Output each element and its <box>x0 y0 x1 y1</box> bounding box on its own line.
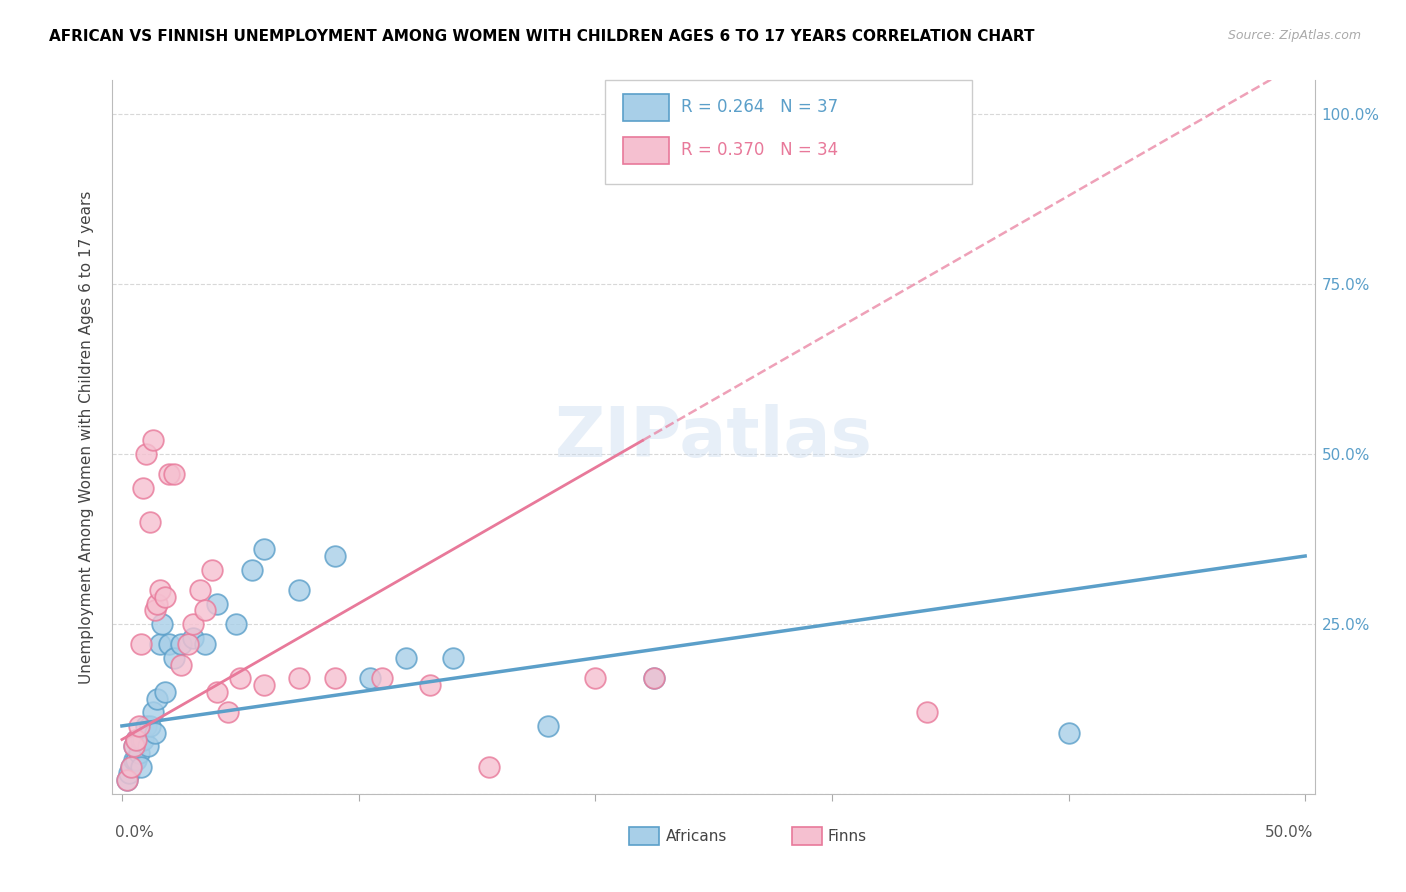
Bar <box>792 828 821 846</box>
Point <box>115 773 138 788</box>
Bar <box>630 828 659 846</box>
Point <box>146 691 169 706</box>
Point <box>115 773 138 788</box>
Point <box>371 671 394 685</box>
Point <box>142 434 165 448</box>
Point <box>240 563 263 577</box>
Point <box>323 671 346 685</box>
Text: Africans: Africans <box>665 830 727 844</box>
Point <box>146 597 169 611</box>
Point <box>157 637 180 651</box>
Point <box>181 631 204 645</box>
Point <box>129 732 152 747</box>
Point <box>143 603 166 617</box>
Point <box>142 706 165 720</box>
Text: 50.0%: 50.0% <box>1265 825 1313 840</box>
Point <box>253 542 276 557</box>
Point <box>153 590 176 604</box>
Point <box>177 637 200 651</box>
Point <box>1057 725 1080 739</box>
Point <box>194 603 217 617</box>
Point <box>194 637 217 651</box>
Point <box>163 467 186 482</box>
Point <box>288 582 311 597</box>
Point <box>170 637 193 651</box>
Point <box>323 549 346 563</box>
Point <box>229 671 252 685</box>
Point <box>136 739 159 754</box>
Point <box>135 719 157 733</box>
Point <box>125 732 148 747</box>
Bar <box>623 94 669 121</box>
Text: 0.0%: 0.0% <box>115 825 155 840</box>
Point <box>118 766 141 780</box>
Point <box>139 719 162 733</box>
Point <box>288 671 311 685</box>
Point <box>253 678 276 692</box>
Point <box>359 671 381 685</box>
Point <box>441 651 464 665</box>
Point <box>188 582 211 597</box>
Point <box>139 515 162 529</box>
Point <box>153 685 176 699</box>
Point <box>915 706 938 720</box>
Point <box>395 651 418 665</box>
Point <box>537 719 560 733</box>
Point <box>125 732 148 747</box>
Point <box>125 753 148 767</box>
Point <box>129 760 152 774</box>
Point <box>643 671 665 685</box>
Point <box>132 481 155 495</box>
Point <box>583 671 606 685</box>
Point <box>122 753 145 767</box>
Point <box>163 651 186 665</box>
Bar <box>623 136 669 164</box>
Point <box>478 760 501 774</box>
Point <box>122 739 145 754</box>
Point <box>120 760 142 774</box>
Text: Source: ZipAtlas.com: Source: ZipAtlas.com <box>1227 29 1361 42</box>
Point <box>128 719 150 733</box>
Point <box>201 563 224 577</box>
Point <box>643 671 665 685</box>
Text: ZIPatlas: ZIPatlas <box>554 403 873 471</box>
Point <box>217 706 239 720</box>
FancyBboxPatch shape <box>606 80 972 184</box>
Text: R = 0.370   N = 34: R = 0.370 N = 34 <box>681 141 838 159</box>
Point <box>205 685 228 699</box>
Point <box>135 447 157 461</box>
Text: AFRICAN VS FINNISH UNEMPLOYMENT AMONG WOMEN WITH CHILDREN AGES 6 TO 17 YEARS COR: AFRICAN VS FINNISH UNEMPLOYMENT AMONG WO… <box>49 29 1035 44</box>
Point <box>150 617 173 632</box>
Point <box>157 467 180 482</box>
Point <box>128 746 150 760</box>
Point <box>170 657 193 672</box>
Point <box>129 637 152 651</box>
Text: R = 0.264   N = 37: R = 0.264 N = 37 <box>681 98 838 116</box>
Y-axis label: Unemployment Among Women with Children Ages 6 to 17 years: Unemployment Among Women with Children A… <box>79 190 94 684</box>
Point <box>120 760 142 774</box>
Point <box>181 617 204 632</box>
Text: Finns: Finns <box>828 830 868 844</box>
Point <box>132 732 155 747</box>
Point <box>149 637 172 651</box>
Point <box>149 582 172 597</box>
Point <box>205 597 228 611</box>
Point <box>419 678 441 692</box>
Point <box>122 739 145 754</box>
Point <box>143 725 166 739</box>
Point <box>225 617 247 632</box>
